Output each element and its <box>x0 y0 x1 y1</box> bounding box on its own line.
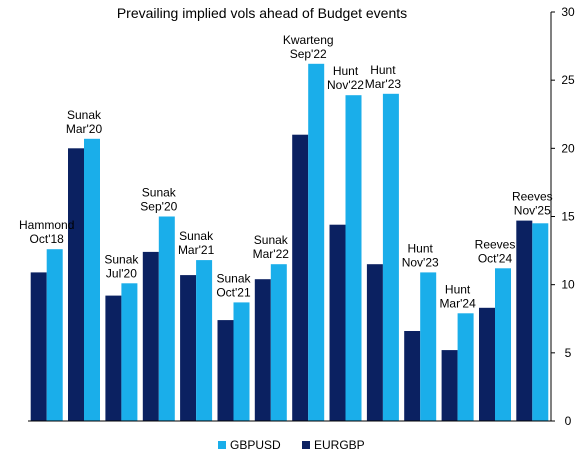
bar-gbpusd-9 <box>382 93 399 422</box>
category-label-8: Hunt Nov'22 <box>327 64 364 92</box>
legend-label-eurgbp: EURGBP <box>314 438 365 452</box>
y-tick-label-25: 25 <box>561 73 575 87</box>
category-label-7: Kwarteng Sep'22 <box>283 33 334 61</box>
category-label-12: Reeves Oct'24 <box>475 237 516 265</box>
bar-gbpusd-7 <box>308 63 325 422</box>
bars-group <box>30 63 549 422</box>
bar-eurgbp-10 <box>404 331 421 421</box>
bar-gbpusd-12 <box>495 268 511 421</box>
bar-gbpusd-13 <box>532 223 549 421</box>
bar-eurgbp-13 <box>516 220 533 421</box>
category-label-11: Hunt Mar'24 <box>439 282 476 310</box>
category-label-0: Hammond Oct'18 <box>19 218 74 246</box>
y-axis-ticks: 0 5 10 15 20 25 30 <box>551 5 575 428</box>
y-tick-label-15: 15 <box>561 210 575 224</box>
bar-eurgbp-11 <box>441 350 458 421</box>
bar-gbpusd-3 <box>158 216 175 421</box>
chart-title: Prevailing implied vols ahead of Budget … <box>117 5 407 21</box>
category-label-13: Reeves Nov'25 <box>512 190 553 218</box>
category-label-4: Sunak Mar'21 <box>178 229 215 257</box>
y-tick-label-20: 20 <box>561 141 575 155</box>
category-label-3: Sunak Sep'20 <box>140 186 177 214</box>
category-label-10: Hunt Nov'23 <box>402 241 439 269</box>
bar-gbpusd-0 <box>46 249 63 421</box>
bar-gbpusd-5 <box>233 302 250 421</box>
bar-eurgbp-3 <box>142 251 159 421</box>
legend-swatch-gbpusd <box>218 441 226 449</box>
category-label-1: Sunak Mar'20 <box>66 108 103 136</box>
y-tick-label-5: 5 <box>565 346 572 360</box>
bar-gbpusd-4 <box>196 260 213 421</box>
bar-gbpusd-6 <box>270 264 287 421</box>
bar-eurgbp-6 <box>254 279 271 421</box>
bar-eurgbp-0 <box>30 272 47 421</box>
bar-eurgbp-4 <box>180 275 197 421</box>
y-tick-label-0: 0 <box>565 414 572 428</box>
category-label-6: Sunak Mar'22 <box>253 233 290 261</box>
category-label-9: Hunt Mar'23 <box>365 63 402 91</box>
bar-gbpusd-10 <box>420 272 437 421</box>
bar-gbpusd-8 <box>345 95 362 421</box>
bar-gbpusd-1 <box>84 138 100 422</box>
bar-eurgbp-2 <box>105 295 122 421</box>
legend: GBPUSD EURGBP <box>218 438 365 452</box>
bar-eurgbp-5 <box>217 320 234 421</box>
bar-eurgbp-9 <box>366 264 383 421</box>
bar-eurgbp-7 <box>292 134 309 421</box>
bar-eurgbp-12 <box>479 307 495 421</box>
bar-eurgbp-8 <box>329 224 346 421</box>
y-tick-label-10: 10 <box>561 278 575 292</box>
bar-gbpusd-11 <box>457 313 474 421</box>
legend-swatch-eurgbp <box>302 441 310 449</box>
category-label-5: Sunak Oct'21 <box>216 271 251 299</box>
category-labels-group: Hammond Oct'18 Sunak Mar'20 Sunak Jul'20 Sunak… <box>19 33 553 310</box>
y-tick-label-30: 30 <box>561 5 575 19</box>
category-label-2: Sunak Jul'20 <box>104 252 139 280</box>
bar-eurgbp-1 <box>68 148 84 422</box>
legend-label-gbpusd: GBPUSD <box>230 438 281 452</box>
bar-gbpusd-2 <box>121 283 138 421</box>
